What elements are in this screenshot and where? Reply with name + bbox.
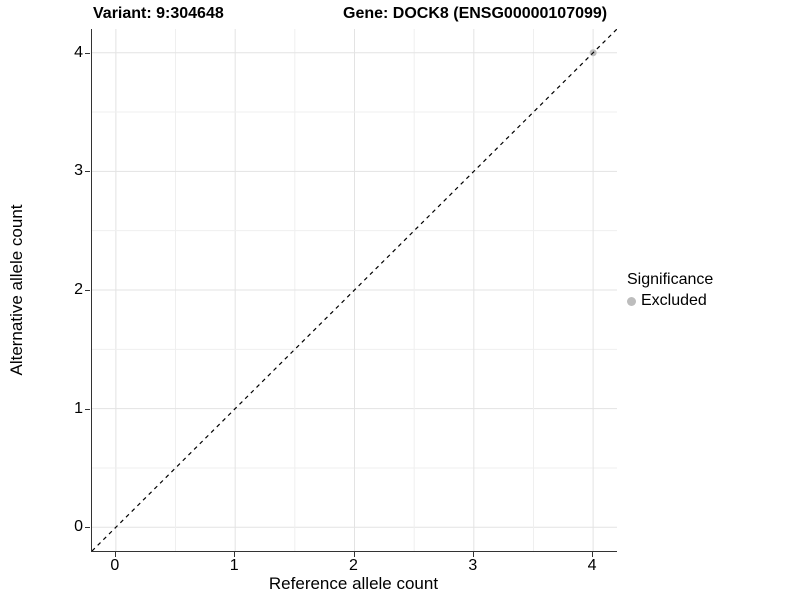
x-tick-mark [592,552,594,557]
legend-entry-label: Excluded [641,292,707,309]
legend-title: Significance [627,271,714,288]
variant-title: Variant: 9:304648 [93,5,224,22]
plot-canvas [92,29,617,551]
y-tick-label: 0 [74,518,83,536]
y-tick-mark [85,527,90,529]
x-tick-mark [353,552,355,557]
legend-entry-excluded: Excluded [627,292,713,310]
x-axis-title: Reference allele count [268,574,439,593]
y-tick-mark [85,290,90,291]
legend: Significance Excluded [627,271,713,310]
x-tick-label: 3 [468,557,478,574]
x-tick-label: 0 [110,557,120,574]
x-tick-label: 2 [349,557,358,574]
y-tick-label: 3 [74,162,83,180]
x-tick-mark [472,552,474,557]
legend-point-swatch [627,296,636,306]
gene-title: Gene: DOCK8 (ENSG00000107099) [343,5,608,22]
y-tick-label: 2 [74,281,83,298]
x-tick-mark [114,552,116,557]
y-axis-title: Alternative allele count [7,204,26,376]
y-tick-label: 1 [74,399,83,417]
x-tick-mark [234,552,236,557]
y-tick-mark [85,408,90,410]
plot-panel [91,29,617,552]
x-tick-label: 4 [587,557,597,574]
x-tick-label: 1 [229,557,239,574]
y-tick-label: 4 [74,43,83,61]
y-tick-mark [85,52,90,54]
identity-line [92,29,617,551]
y-tick-mark [85,171,90,173]
